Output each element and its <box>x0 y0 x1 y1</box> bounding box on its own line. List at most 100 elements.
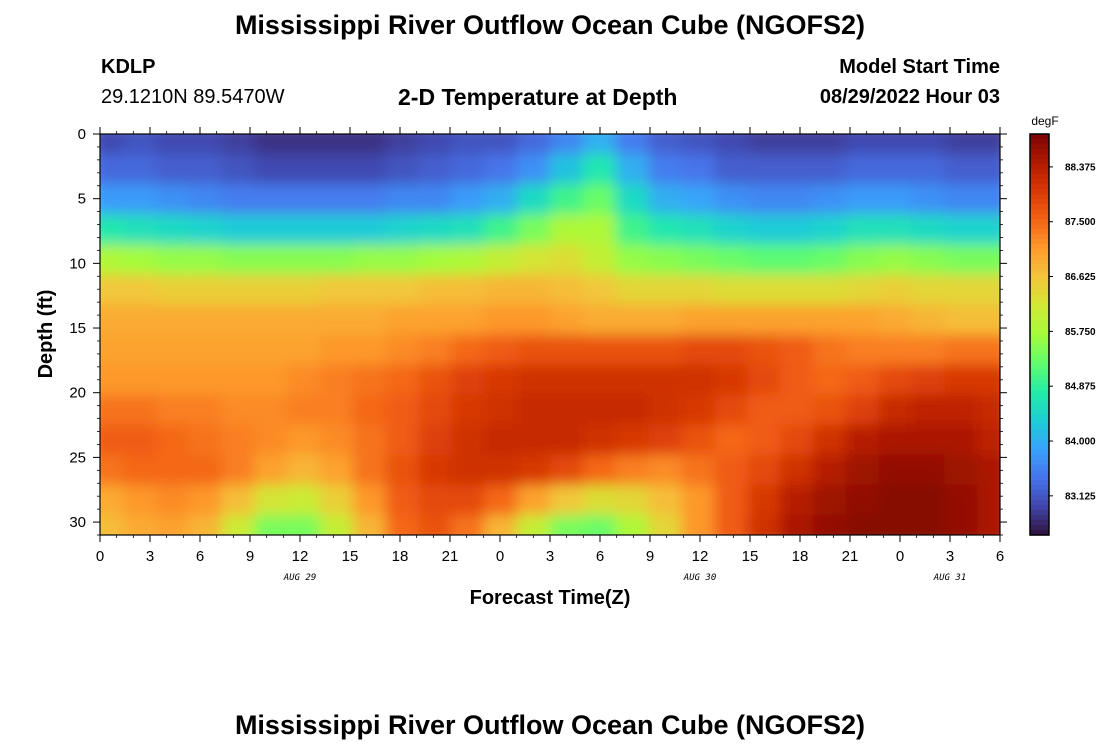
heatmap-cell <box>812 454 847 486</box>
heatmap-cell <box>254 304 288 336</box>
colorbar-tick-label: 86.625 <box>1065 272 1096 283</box>
heatmap-cell <box>418 134 453 155</box>
heatmap-cell <box>188 184 223 216</box>
heatmap-cell <box>122 514 157 535</box>
colorbar-swatch <box>1030 284 1049 290</box>
x-tick-label: 12 <box>292 548 309 565</box>
heatmap-cell <box>944 424 978 456</box>
colorbar-swatch <box>1030 474 1049 481</box>
heatmap-cell <box>878 154 913 185</box>
heatmap-cell <box>517 454 551 486</box>
heatmap-cell <box>812 484 847 516</box>
heatmap-cell <box>385 214 420 246</box>
heatmap-cell <box>681 184 716 216</box>
heatmap-cell <box>352 394 387 426</box>
heatmap-cell <box>615 134 650 155</box>
heatmap-cell <box>747 394 781 426</box>
heatmap-cell <box>385 134 420 155</box>
heatmap-cell <box>418 154 453 185</box>
colorbar-tick-label: 85.750 <box>1065 327 1096 338</box>
date-label: AUG 30 <box>683 573 717 583</box>
heatmap-cell <box>451 274 486 306</box>
heatmap-cell <box>550 394 584 426</box>
heatmap-cell <box>320 394 354 426</box>
heatmap-cell <box>320 154 354 185</box>
heatmap-cell <box>155 214 190 246</box>
y-tick-label: 25 <box>69 449 86 466</box>
heatmap-cell <box>517 514 551 535</box>
x-tick-label: 21 <box>442 548 459 565</box>
heatmap-cell <box>385 274 420 306</box>
colorbar-swatch <box>1030 454 1049 461</box>
heatmap-cell <box>648 514 683 535</box>
heatmap-cell <box>878 514 913 535</box>
heatmap-cell <box>155 454 190 486</box>
heatmap-cell <box>911 484 946 516</box>
colorbar-swatch <box>1030 269 1049 275</box>
heatmap-cell <box>122 424 157 456</box>
colorbar-swatch <box>1030 249 1049 255</box>
colorbar-swatch <box>1030 509 1049 516</box>
heatmap-cell <box>615 454 650 486</box>
heatmap-cell <box>451 304 486 336</box>
colorbar-swatch <box>1030 219 1049 225</box>
heatmap-cell <box>911 244 946 276</box>
model-start-label: Model Start Time <box>839 56 1000 78</box>
heatmap-cell <box>451 424 486 456</box>
heatmap-cell <box>648 214 683 246</box>
heatmap-cell <box>385 304 420 336</box>
heatmap-cell <box>418 334 453 366</box>
heatmap-cell <box>122 214 157 246</box>
colorbar-swatch <box>1030 144 1049 150</box>
heatmap-cell <box>681 274 716 306</box>
heatmap-cell <box>517 134 551 155</box>
heatmap-cell <box>911 134 946 155</box>
heatmap-cell <box>550 514 584 535</box>
colorbar-tick-label: 83.125 <box>1065 491 1096 502</box>
heatmap-cell <box>878 364 913 396</box>
heatmap-cell <box>320 424 354 456</box>
heatmap-cell <box>221 484 256 516</box>
colorbar-frame <box>1029 133 1050 536</box>
heatmap-cell <box>747 244 781 276</box>
heatmap-cell <box>780 154 814 185</box>
heatmap-cell <box>418 244 453 276</box>
heatmap-cell <box>287 274 321 306</box>
heatmap-cell <box>352 484 387 516</box>
x-tick-label: 0 <box>496 548 504 565</box>
x-tick-label: 6 <box>996 548 1004 565</box>
heatmap-cell <box>812 334 847 366</box>
heatmap-cell <box>221 244 256 276</box>
heatmap-cell <box>155 134 190 155</box>
heatmap-cell <box>122 184 157 216</box>
heatmap-cell <box>484 484 518 516</box>
heatmap-cell <box>615 334 650 366</box>
heatmap-cell <box>155 274 190 306</box>
heatmap-cell <box>550 454 584 486</box>
x-tick-label: 0 <box>96 548 104 565</box>
heatmap-cell <box>747 484 781 516</box>
heatmap-cell <box>615 394 650 426</box>
colorbar-swatch <box>1030 494 1049 501</box>
heatmap-cell <box>714 484 748 516</box>
colorbar-swatch <box>1030 399 1049 406</box>
heatmap-cell <box>944 154 978 185</box>
heatmap-cell <box>254 154 288 185</box>
heatmap-cell <box>484 134 518 155</box>
heatmap-cell <box>122 304 157 336</box>
heatmap-cell <box>385 154 420 185</box>
heatmap-cell <box>845 274 880 306</box>
heatmap-cell <box>944 214 978 246</box>
heatmap-cell <box>418 514 453 535</box>
heatmap-cell <box>812 214 847 246</box>
heatmap-cell <box>944 134 978 155</box>
heatmap-cell <box>845 484 880 516</box>
x-tick-label: 3 <box>546 548 554 565</box>
heatmap-cell <box>615 184 650 216</box>
heatmap-cell <box>878 184 913 216</box>
heatmap-cell <box>320 484 354 516</box>
heatmap-cell <box>517 274 551 306</box>
heatmap-cell <box>287 454 321 486</box>
colorbar-swatch <box>1030 404 1049 411</box>
heatmap-cell <box>812 514 847 535</box>
